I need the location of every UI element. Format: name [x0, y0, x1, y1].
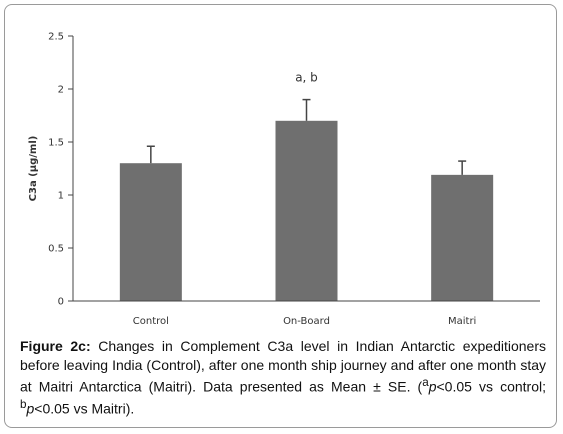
y-tick-label: 2 [58, 85, 64, 96]
y-tick-label: 1 [58, 191, 64, 202]
bars: a, b [119, 71, 494, 301]
y-tick-label: 2.5 [48, 32, 64, 43]
y-tick-label: 0.5 [48, 244, 64, 255]
caption-p-a: p [428, 378, 437, 395]
x-tick-label: Maitri [448, 316, 476, 327]
bar-control [119, 163, 182, 301]
y-axis: 0 0.5 1 1.5 2 2.5 [48, 32, 74, 308]
caption-lead: Figure 2c: [20, 338, 91, 354]
significance-annotation: a, b [295, 71, 318, 85]
bar-maitri [431, 174, 494, 301]
bar-on-board [275, 120, 338, 301]
bar-chart: 00.511.522.5 a, b Control On-Board Maitri … [28, 32, 540, 327]
caption-end: <0.05 vs Maitri). [34, 400, 135, 417]
caption-sup-b: b [20, 398, 27, 412]
caption-sup-a: a [422, 376, 429, 389]
y-tick-label: 1.5 [48, 138, 64, 149]
y-tick-label: 0 [58, 297, 64, 308]
x-axis: Control On-Board Maitri [73, 300, 540, 327]
x-tick-label: Control [133, 316, 169, 327]
caption-p-b: p [26, 400, 35, 417]
y-axis-label: C3a (µg/ml) [28, 136, 39, 202]
caption-mid: <0.05 vs control; [436, 378, 546, 395]
x-tick-label: On-Board [283, 316, 330, 327]
figure-caption: Figure 2c: Changes in Complement C3a lev… [20, 337, 546, 418]
caption-text: Changes in Complement C3a level in India… [20, 338, 546, 395]
